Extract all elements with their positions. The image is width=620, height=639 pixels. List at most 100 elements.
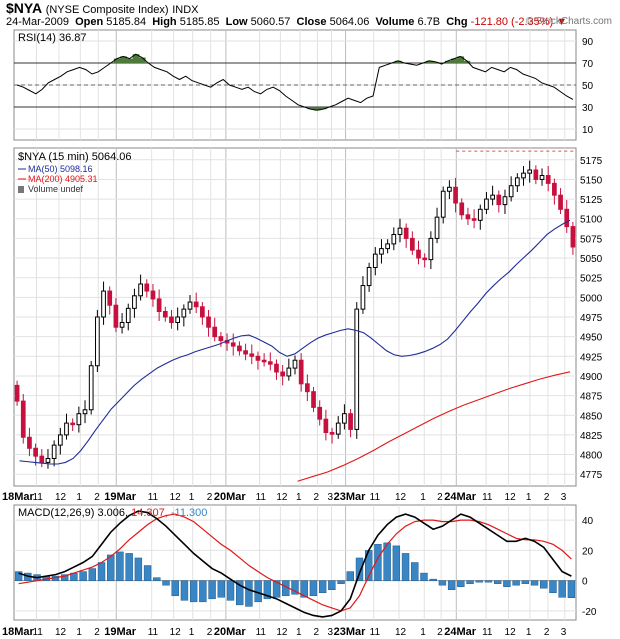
candle-body [144,283,150,292]
candle-body [82,409,88,415]
macd-histogram-bar [107,554,115,581]
candle-body [477,208,483,221]
ma200-line [297,371,571,482]
volume-label: Volume [375,16,415,28]
high-value: 5185.85 [179,16,220,28]
macd-title: MACD(12,26,9) 3.006, 14.307, -11.300 [18,507,207,519]
candle-body [169,316,174,324]
candle-body [212,326,218,338]
top-time-label: 19Mar [104,491,137,503]
macd-histogram-bar [493,580,502,584]
candle-body [465,214,471,220]
candle-body [391,233,397,245]
macd-histogram-bar [236,580,244,606]
bottom-time-label: 12 [505,627,517,638]
macd-histogram-bar [272,580,281,598]
rsi-overbought-fill [138,57,146,63]
macd-histogram-bar [79,571,87,581]
macd-histogram-bar [411,562,419,581]
macd-histogram-bar [567,580,576,599]
price-tick-label: 5125 [580,195,603,206]
top-time-label: 12 [276,492,288,503]
top-time-label: 2 [437,492,443,503]
bottom-time-label: 20Mar [214,626,247,638]
candle-body [521,172,526,179]
candle-body [311,391,316,408]
candle-body [397,227,403,235]
price-tick-label: 4925 [580,352,603,363]
volume-legend: Volume undef [28,184,84,194]
candle-body [187,301,193,310]
candle-body [286,367,292,377]
rsi-overbought-fill [113,58,121,63]
top-time-label: 11 [256,492,267,503]
candle-body [218,336,224,342]
rsi-tick-label: 70 [582,59,594,70]
macd-histogram-bar [97,562,106,581]
candle-body [490,194,495,200]
candle-body [298,359,304,385]
candle-body [119,322,125,328]
bottom-time-label: 11 [32,627,43,638]
macd-histogram-bar [171,580,179,597]
candle-body [317,406,323,420]
candle-body [274,363,279,373]
close-label: Close [296,16,327,28]
candle-body [335,422,341,435]
chg-value: -121.80 (-2.35%) [470,16,554,28]
top-time-label: 23Mar [334,491,367,503]
candle-body [533,169,539,180]
price-tick-label: 5075 [580,234,603,245]
candle-body [570,226,576,248]
candle-body [496,194,502,206]
macd-tick-label: -20 [582,607,597,618]
top-time-label: 20Mar [214,491,247,503]
candle-body [527,169,533,174]
macd-histogram-bar [447,580,456,590]
price-tick-label: 5175 [580,156,603,167]
bottom-time-label: 2 [313,627,319,638]
candle-body [428,237,434,261]
macd-title-signal: 14.307, [131,507,171,519]
volume-legend-swatch [18,186,24,193]
rsi-overbought-fill [132,54,140,63]
bottom-time-label: 12 [55,627,67,638]
top-time-label: 2 [313,492,319,503]
macd-histogram-bar [309,580,318,597]
candle-body [193,301,199,308]
candle-body [27,436,32,449]
candle-body [385,243,390,250]
candle-body [292,359,298,369]
macd-tick-label: 40 [582,516,594,527]
candle-body [101,290,106,318]
rsi-oversold-fill [319,107,327,110]
low-value: 5060.57 [250,16,291,28]
top-time-label: 1 [296,492,302,503]
macd-histogram-bar [14,571,23,581]
bottom-time-label: 18Mar [2,626,35,638]
price-tick-label: 4825 [580,431,603,442]
rsi-overbought-fill [394,60,402,63]
index-name: (NYSE Composite Index) [45,4,169,16]
macd-histogram-bar [337,580,345,584]
candle-body [502,196,508,206]
candle-body [280,371,286,377]
rsi-overbought-fill [126,58,134,63]
bottom-time-label: 2 [437,627,443,638]
price-tick-label: 4950 [580,333,603,344]
rsi-oversold-fill [307,107,315,110]
candle-body [88,365,94,411]
candle-body [440,190,446,218]
candle-body [181,308,187,318]
price-tick-label: 4975 [580,313,603,324]
top-time-label: 24Mar [444,491,477,503]
bottom-time-label: 11 [148,627,159,638]
price-tick-label: 5025 [580,274,603,285]
bottom-time-label: 1 [76,627,82,638]
bottom-time-label: 12 [276,627,288,638]
price-tick-label: 4850 [580,411,603,422]
exchange: INDX [172,4,199,16]
macd-histogram-bar [503,580,511,587]
macd-histogram-bar [318,580,327,594]
candle-body [422,257,428,261]
